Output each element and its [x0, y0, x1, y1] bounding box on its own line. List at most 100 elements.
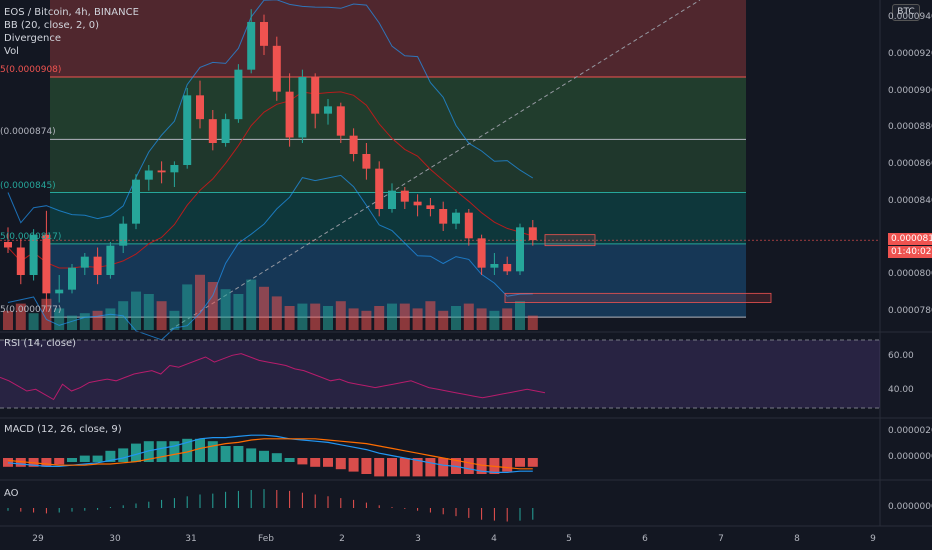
volume-bar — [387, 303, 397, 330]
bb-lower-line — [7, 174, 533, 341]
candle-body — [311, 77, 320, 114]
rsi-line — [0, 353, 546, 401]
candle-body — [55, 289, 64, 294]
macd-histogram-bar — [54, 458, 65, 465]
fib-zone — [50, 139, 746, 193]
time-tick: 6 — [642, 534, 648, 544]
volume-bar — [476, 308, 487, 330]
candle-body — [503, 264, 512, 272]
legend-divergence: Divergence — [4, 33, 61, 44]
volume-bar — [28, 313, 39, 330]
bb-upper-line — [7, 0, 534, 224]
price-tick: 0.0000900 — [888, 85, 932, 96]
trend-line — [169, 0, 701, 331]
volume-bar — [3, 310, 13, 330]
macd-histogram-bar — [399, 458, 410, 477]
volume-bar — [143, 294, 154, 330]
time-tick: 9 — [870, 534, 876, 544]
macd-histogram-bar — [412, 458, 423, 477]
price-tick: 0.0000920 — [888, 49, 932, 59]
candle-body — [16, 247, 25, 275]
volume-bar — [425, 301, 436, 330]
macd-histogram-bar — [131, 443, 141, 462]
volume-bar — [374, 306, 385, 330]
currency-button[interactable]: BTC — [892, 4, 920, 21]
countdown-badge: 01:40:02 — [888, 246, 932, 259]
volume-bar — [527, 315, 538, 330]
macd-histogram-bar — [156, 441, 167, 462]
candle-body — [490, 264, 499, 268]
volume-bar — [54, 308, 65, 330]
fib-zone — [50, 0, 746, 77]
candle-body — [285, 91, 294, 138]
candle-body — [516, 227, 524, 272]
time-tick: 31 — [185, 534, 197, 544]
candle-body — [4, 242, 12, 248]
volume-bar — [271, 296, 282, 330]
volume-bar — [79, 313, 90, 330]
fib-zone — [50, 77, 746, 140]
fib-level-label: 5(0.0000908) — [0, 65, 62, 75]
candle-body — [400, 190, 409, 202]
price-tick: 0.0000880 — [888, 122, 932, 133]
macd-histogram-bar — [502, 458, 513, 472]
fib-level-label: 5(0.0000777) — [0, 305, 62, 316]
candle-body — [132, 179, 140, 224]
macd-histogram-bar — [348, 458, 359, 472]
volume-bar — [323, 306, 333, 330]
fib-zone — [50, 243, 746, 318]
legend-symbol: EOS / Bitcoin, 4h, BINANCE — [4, 7, 139, 18]
candle-body — [298, 77, 307, 138]
candle-body — [324, 106, 332, 114]
candle-body — [144, 170, 153, 180]
macd-histogram-bar — [118, 448, 129, 462]
macd-histogram-bar — [182, 438, 193, 462]
volume-bar — [41, 298, 52, 330]
candle-body — [183, 95, 192, 165]
candle-body — [208, 119, 217, 143]
time-tick: 29 — [32, 534, 44, 544]
price-tick: 0.0000780 — [888, 305, 932, 316]
macd-histogram-bar — [259, 450, 269, 462]
macd-histogram-bar — [476, 458, 487, 474]
macd-histogram-bar — [169, 441, 180, 462]
volume-bar — [67, 315, 77, 330]
volume-bar — [399, 303, 410, 330]
macd-histogram-bar — [271, 453, 282, 462]
macd-histogram-bar — [207, 441, 218, 462]
time-tick: 4 — [491, 534, 497, 544]
macd-histogram-bar — [195, 438, 205, 462]
macd-tick: 0.0000000 — [888, 452, 932, 462]
fib-zone — [50, 192, 746, 244]
macd-histogram-bar — [361, 458, 372, 474]
volume-bar — [348, 308, 359, 330]
price-tick: 0.0000840 — [888, 195, 932, 206]
volume-bar — [284, 306, 295, 330]
volume-bar — [297, 303, 308, 330]
rsi-band — [0, 340, 880, 408]
time-tick: 5 — [566, 534, 572, 544]
volume-bar — [182, 284, 193, 330]
volume-bar — [169, 310, 180, 330]
macd-histogram-bar — [246, 448, 257, 462]
candle-body — [413, 201, 422, 206]
legend-vol: Vol — [4, 46, 19, 57]
volume-bar — [220, 289, 231, 330]
candle-body — [80, 256, 89, 268]
legend-bb: BB (20, close, 2, 0) — [4, 20, 99, 31]
candle-body — [464, 212, 473, 239]
candle-body — [68, 267, 76, 290]
candle-body — [93, 256, 102, 275]
candle-body — [388, 190, 396, 209]
volume-bar — [489, 310, 500, 330]
macd-histogram-bar — [387, 458, 397, 477]
candle-body — [42, 234, 51, 294]
candle-body — [349, 135, 358, 154]
volume-bar — [246, 279, 257, 330]
candle-body — [362, 154, 371, 169]
candle-body — [260, 22, 268, 46]
price-tick: 0.0000800 — [888, 269, 932, 279]
current-price-badge: 0.0000819 — [888, 233, 932, 246]
